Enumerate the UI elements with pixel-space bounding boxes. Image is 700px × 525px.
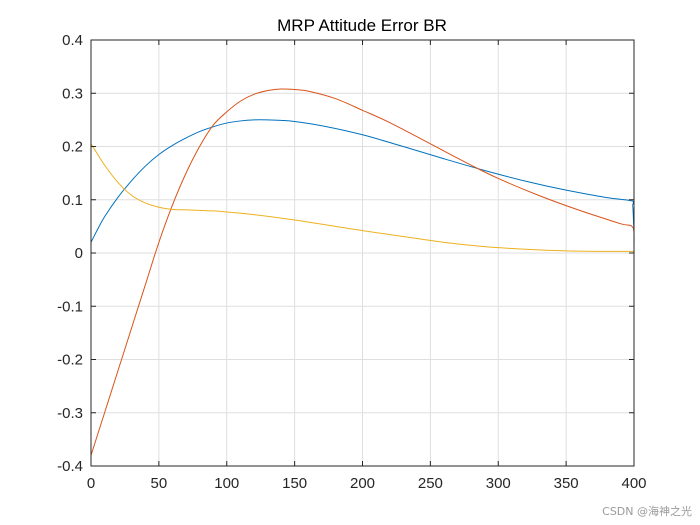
x-tick-label: 100 (214, 475, 239, 492)
series-line-2 (90, 88, 635, 456)
y-tick-label: 0.2 (62, 139, 83, 156)
x-tick-label: 0 (87, 475, 95, 492)
series-line-3 (90, 143, 635, 252)
x-tick-label: 150 (282, 475, 307, 492)
y-tick-label: -0.1 (57, 298, 83, 315)
x-tick-labels: 0 50 100 150 200 250 300 350 400 (87, 475, 647, 492)
y-tick-label: 0.3 (62, 85, 83, 102)
x-tick-label: 200 (350, 475, 375, 492)
x-tick-label: 250 (418, 475, 443, 492)
series-lines (90, 88, 635, 456)
x-tick-label: 400 (621, 475, 646, 492)
watermark: CSDN @海神之光 (602, 505, 692, 518)
x-tick-label: 50 (151, 475, 168, 492)
axis-ticks (90, 39, 635, 467)
y-tick-label: 0 (75, 245, 83, 262)
y-tick-label: 0.4 (62, 32, 83, 49)
x-tick-label: 350 (554, 475, 579, 492)
series-line-1 (90, 119, 635, 243)
y-tick-label: -0.4 (57, 458, 83, 475)
y-tick-labels: -0.4 -0.3 -0.2 -0.1 0 0.1 0.2 0.3 0.4 (57, 32, 83, 475)
y-tick-label: -0.3 (57, 405, 83, 422)
chart-title: MRP Attitude Error BR (277, 16, 447, 35)
y-tick-label: 0.1 (62, 192, 83, 209)
y-tick-label: -0.2 (57, 352, 83, 369)
x-tick-label: 300 (486, 475, 511, 492)
